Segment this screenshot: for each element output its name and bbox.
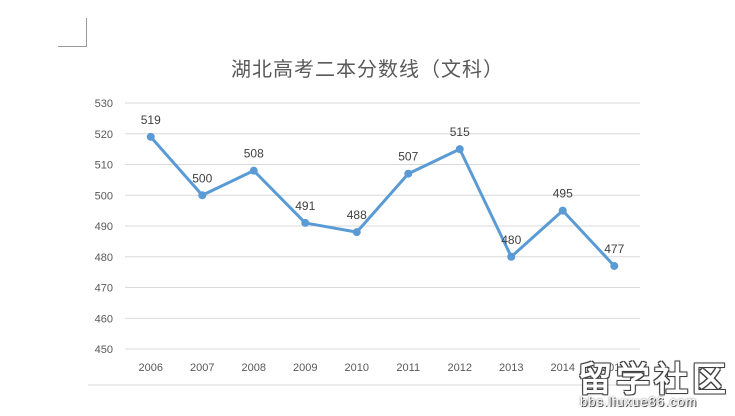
y-tick-label: 450: [95, 344, 113, 356]
y-tick-label: 500: [95, 190, 113, 202]
x-tick-label: 2008: [242, 362, 266, 374]
watermark-logo: 留学社区 bbs.liuxue86.com: [574, 352, 732, 414]
y-tick-label: 530: [95, 98, 113, 110]
data-point: [507, 252, 516, 261]
x-tick-label: 2006: [139, 362, 163, 374]
watermark-url: bbs.liuxue86.com: [580, 394, 698, 409]
y-tick-label: 490: [95, 221, 113, 233]
y-tick-label: 480: [95, 252, 113, 264]
data-point: [198, 191, 207, 200]
data-label: 495: [553, 187, 573, 201]
data-point: [301, 218, 310, 227]
data-point: [558, 206, 567, 215]
data-label: 491: [295, 199, 315, 213]
data-label: 519: [141, 113, 161, 127]
data-label: 488: [347, 208, 367, 222]
x-tick-label: 2012: [448, 362, 472, 374]
series-line: [149, 135, 616, 268]
x-tick-label: 2011: [396, 362, 420, 374]
data-label: 508: [244, 147, 264, 161]
x-tick-label: 2007: [190, 362, 214, 374]
data-label: 500: [192, 171, 212, 185]
data-point: [249, 166, 258, 175]
y-tick-label: 470: [95, 283, 113, 295]
data-label: 480: [501, 233, 521, 247]
data-point: [610, 261, 619, 270]
x-tick-label: 2009: [293, 362, 317, 374]
watermark-text: 留学社区: [578, 360, 730, 400]
data-point: [404, 169, 413, 178]
data-label: 515: [450, 125, 470, 139]
x-tick-label: 2013: [499, 362, 523, 374]
y-tick-label: 520: [95, 129, 113, 141]
page-corner-mark: [58, 18, 87, 47]
chart-title: 湖北高考二本分数线（文科）: [231, 57, 504, 81]
data-label: 477: [604, 242, 624, 256]
y-tick-label: 460: [95, 313, 113, 325]
data-point: [146, 132, 155, 141]
data-point: [455, 145, 464, 154]
data-point: [352, 228, 361, 237]
x-tick-label: 2014: [551, 362, 575, 374]
x-tick-label: 2010: [345, 362, 369, 374]
x-tick-label: 2015: [602, 362, 626, 374]
data-label: 507: [398, 150, 418, 164]
y-tick-label: 510: [95, 160, 113, 172]
